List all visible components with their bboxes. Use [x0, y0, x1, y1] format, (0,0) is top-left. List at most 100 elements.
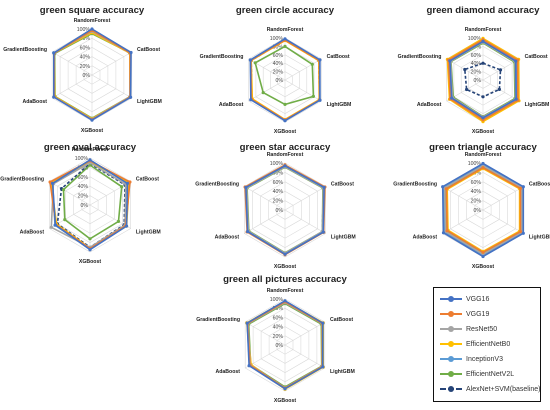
- axis-label-lightgbm: LightGBM: [327, 102, 352, 108]
- tick-label: 20%: [273, 70, 284, 76]
- data-point: [441, 185, 445, 189]
- tick-label: 40%: [273, 325, 284, 331]
- axis-label-gradientboosting: GradientBoosting: [195, 182, 239, 188]
- tick-label: 60%: [80, 45, 91, 51]
- data-point: [61, 188, 66, 192]
- data-point: [129, 95, 133, 99]
- axis-label-randomforest: RandomForest: [72, 147, 109, 153]
- axis-label-xgboost: XGBoost: [81, 128, 103, 134]
- data-point: [481, 116, 485, 120]
- tick-label: 20%: [78, 194, 89, 200]
- axis-label-adaboost: AdaBoost: [417, 102, 442, 108]
- legend-swatch-vgg16: [440, 293, 462, 305]
- grid-spoke: [245, 321, 286, 346]
- axis-label-catboost: CatBoost: [137, 47, 160, 53]
- grid-spoke: [482, 186, 524, 211]
- tick-label: 80%: [273, 170, 284, 176]
- grid-spoke: [244, 186, 286, 211]
- data-point: [248, 58, 252, 62]
- tick-label: 80%: [80, 36, 91, 42]
- tick-label: 100%: [77, 27, 91, 33]
- tick-label: 0%: [276, 343, 284, 349]
- axis-label-gradientboosting: GradientBoosting: [0, 177, 44, 183]
- grid-spoke: [284, 344, 325, 369]
- data-point: [49, 225, 53, 229]
- axis-label-gradientboosting: GradientBoosting: [196, 317, 240, 323]
- grid-spoke: [442, 186, 484, 211]
- data-point: [518, 230, 523, 234]
- data-point: [321, 321, 325, 325]
- data-point: [53, 223, 58, 227]
- data-point: [481, 61, 485, 65]
- series-efficientnetv2l: [253, 44, 315, 106]
- grid-spoke: [91, 51, 132, 76]
- legend-entry-efficientnetb0: EfficientNetB0: [440, 338, 510, 350]
- data-point: [463, 67, 467, 72]
- chart-title: green diamond accuracy: [426, 5, 540, 16]
- axis-label-adaboost: AdaBoost: [216, 369, 241, 375]
- grid-spoke: [284, 186, 326, 211]
- grid-spoke: [52, 74, 93, 99]
- data-point: [283, 387, 287, 391]
- tick-label: 40%: [471, 61, 482, 67]
- data-point: [51, 181, 55, 185]
- tick-label: 80%: [78, 165, 89, 171]
- data-point: [249, 98, 253, 102]
- axis-label-randomforest: RandomForest: [267, 288, 304, 294]
- legend-swatch-efficientnetb0: [440, 338, 462, 350]
- tick-label: 40%: [78, 184, 89, 190]
- legend-entry-resnet50: ResNet50: [440, 323, 497, 335]
- data-point: [90, 118, 94, 122]
- radar-chart-green-star-accuracy: green star accuracy 100% 80% 60% 40% 20% 0% Ran…: [195, 142, 355, 270]
- series-vgg16: [441, 161, 525, 259]
- tick-label: 100%: [468, 161, 482, 167]
- tick-label: 0%: [474, 208, 482, 214]
- tick-label: 60%: [78, 175, 89, 181]
- data-point: [88, 163, 92, 167]
- legend-entry-inceptionv3: InceptionV3: [440, 353, 503, 365]
- tick-label: 100%: [468, 36, 482, 42]
- tick-label: 0%: [276, 78, 284, 84]
- data-point: [445, 229, 449, 233]
- axis-label-xgboost: XGBoost: [274, 398, 296, 404]
- tick-label: 20%: [273, 334, 284, 340]
- grid-spoke: [248, 79, 286, 102]
- tick-label: 100%: [270, 161, 284, 167]
- data-point: [514, 97, 518, 101]
- grid-spoke: [284, 209, 326, 234]
- data-point: [52, 51, 56, 55]
- axis-label-adaboost: AdaBoost: [23, 99, 48, 105]
- axis-label-catboost: CatBoost: [136, 177, 159, 183]
- data-point: [310, 62, 314, 66]
- series-vgg19: [444, 166, 523, 254]
- axis-label-catboost: CatBoost: [327, 54, 350, 60]
- data-point: [245, 321, 249, 325]
- legend-swatch-alexnet-svm-baseline: [440, 383, 462, 395]
- legend-label-vgg16: VGG16: [466, 295, 490, 303]
- tick-label: 60%: [471, 53, 482, 59]
- radar-chart-green-circle-accuracy: green circle accuracy 100% 80% 60% 40% 20% 0% R…: [200, 5, 352, 135]
- data-point: [253, 61, 257, 65]
- data-point: [318, 98, 322, 102]
- data-point: [448, 59, 452, 63]
- tick-label: 80%: [273, 306, 284, 312]
- legend-entry-alexnet-svm-baseline: AlexNet+SVM(baseline): [440, 383, 541, 395]
- legend-entry-efficientnetv2l: EfficientNetV2L: [440, 368, 514, 380]
- grid-spoke: [482, 79, 520, 102]
- axis-label-catboost: CatBoost: [330, 317, 353, 323]
- axis-label-xgboost: XGBoost: [472, 264, 494, 270]
- data-point: [246, 230, 250, 234]
- grid-spoke: [91, 74, 132, 99]
- axis-label-lightgbm: LightGBM: [137, 99, 162, 105]
- data-point: [283, 252, 287, 256]
- tick-label: 60%: [471, 180, 482, 186]
- data-point: [481, 166, 485, 170]
- series-vgg16: [51, 158, 129, 252]
- data-point: [441, 231, 446, 235]
- axis-label-lightgbm: LightGBM: [136, 230, 161, 236]
- tick-label: 100%: [270, 297, 284, 303]
- data-point: [52, 95, 56, 99]
- tick-label: 60%: [273, 315, 284, 321]
- data-point: [465, 87, 469, 92]
